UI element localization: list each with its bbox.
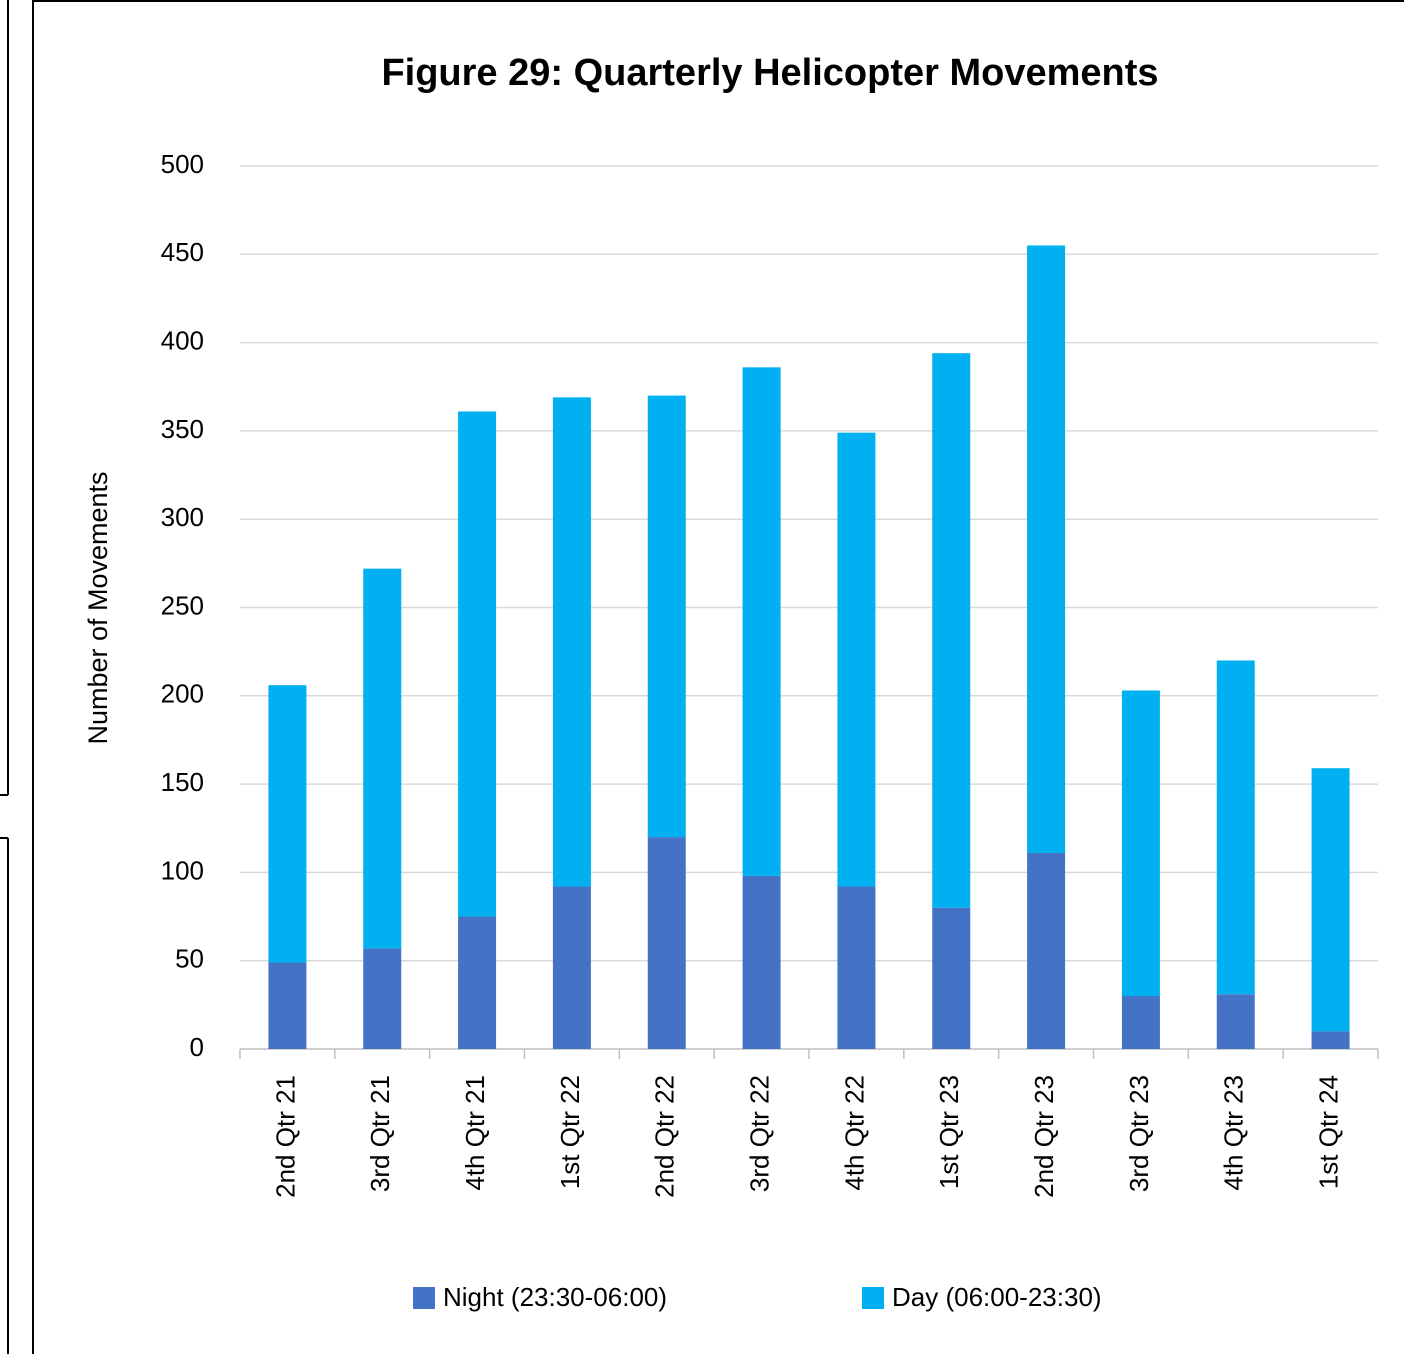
bar-segment (837, 886, 876, 1049)
chart-frame (32, 0, 1404, 1359)
legend-label: Night (23:30-06:00) (443, 1282, 667, 1312)
x-tick-label: 1st Qtr 23 (934, 1075, 964, 1189)
y-tick-label: 450 (161, 237, 204, 267)
bar-segment (742, 875, 781, 1049)
bar-segment (1121, 996, 1160, 1049)
bar-segment (1311, 1031, 1350, 1049)
x-tick-label: 2nd Qtr 23 (1029, 1075, 1059, 1198)
y-tick-label: 200 (161, 679, 204, 709)
bar-segment (1311, 768, 1350, 1032)
bar-segment (1216, 660, 1255, 995)
x-tick-label: 1st Qtr 24 (1313, 1075, 1343, 1189)
bar-segment (363, 568, 402, 949)
bar-segment (268, 962, 307, 1049)
x-tick-label: 3rd Qtr 21 (365, 1075, 395, 1192)
x-tick-label: 3rd Qtr 22 (744, 1075, 774, 1192)
x-tick-label: 4th Qtr 21 (460, 1075, 490, 1191)
bar-segment (552, 886, 591, 1049)
x-tick-label: 3rd Qtr 23 (1124, 1075, 1154, 1192)
bar-segment (647, 837, 686, 1049)
bar-segment (837, 432, 876, 887)
bar-segment (1027, 245, 1066, 853)
bar-segment (552, 397, 591, 887)
bar-segment (268, 685, 307, 963)
bar-segment (932, 907, 971, 1049)
y-tick-label: 250 (161, 590, 204, 620)
y-tick-label: 0 (190, 1032, 204, 1062)
bar-segment (363, 948, 402, 1049)
x-tick-label: 4th Qtr 22 (839, 1075, 869, 1191)
bar-segment (458, 916, 497, 1049)
y-tick-label: 300 (161, 502, 204, 532)
y-tick-label: 100 (161, 855, 204, 885)
chart-title: Figure 29: Quarterly Helicopter Movement… (381, 52, 1158, 94)
bar-segment (647, 395, 686, 838)
x-tick-label: 4th Qtr 23 (1219, 1075, 1249, 1191)
legend-swatch (413, 1287, 435, 1309)
bar-segment (742, 367, 781, 876)
y-tick-label: 150 (161, 767, 204, 797)
x-tick-label: 2nd Qtr 21 (270, 1075, 300, 1198)
x-tick-label: 1st Qtr 22 (555, 1075, 585, 1189)
bar-segment (458, 411, 497, 917)
bar-segment (932, 353, 971, 908)
y-tick-label: 350 (161, 414, 204, 444)
bar-segment (1121, 690, 1160, 997)
y-tick-label: 500 (161, 149, 204, 179)
y-tick-label: 50 (175, 944, 204, 974)
y-axis-label: Number of Movements (83, 471, 113, 744)
y-tick-label: 400 (161, 325, 204, 355)
x-tick-label: 2nd Qtr 22 (650, 1075, 680, 1198)
bar-segment (1027, 852, 1066, 1049)
bar-segment (1216, 994, 1255, 1049)
legend-swatch (862, 1287, 884, 1309)
legend-label: Day (06:00-23:30) (892, 1282, 1102, 1312)
